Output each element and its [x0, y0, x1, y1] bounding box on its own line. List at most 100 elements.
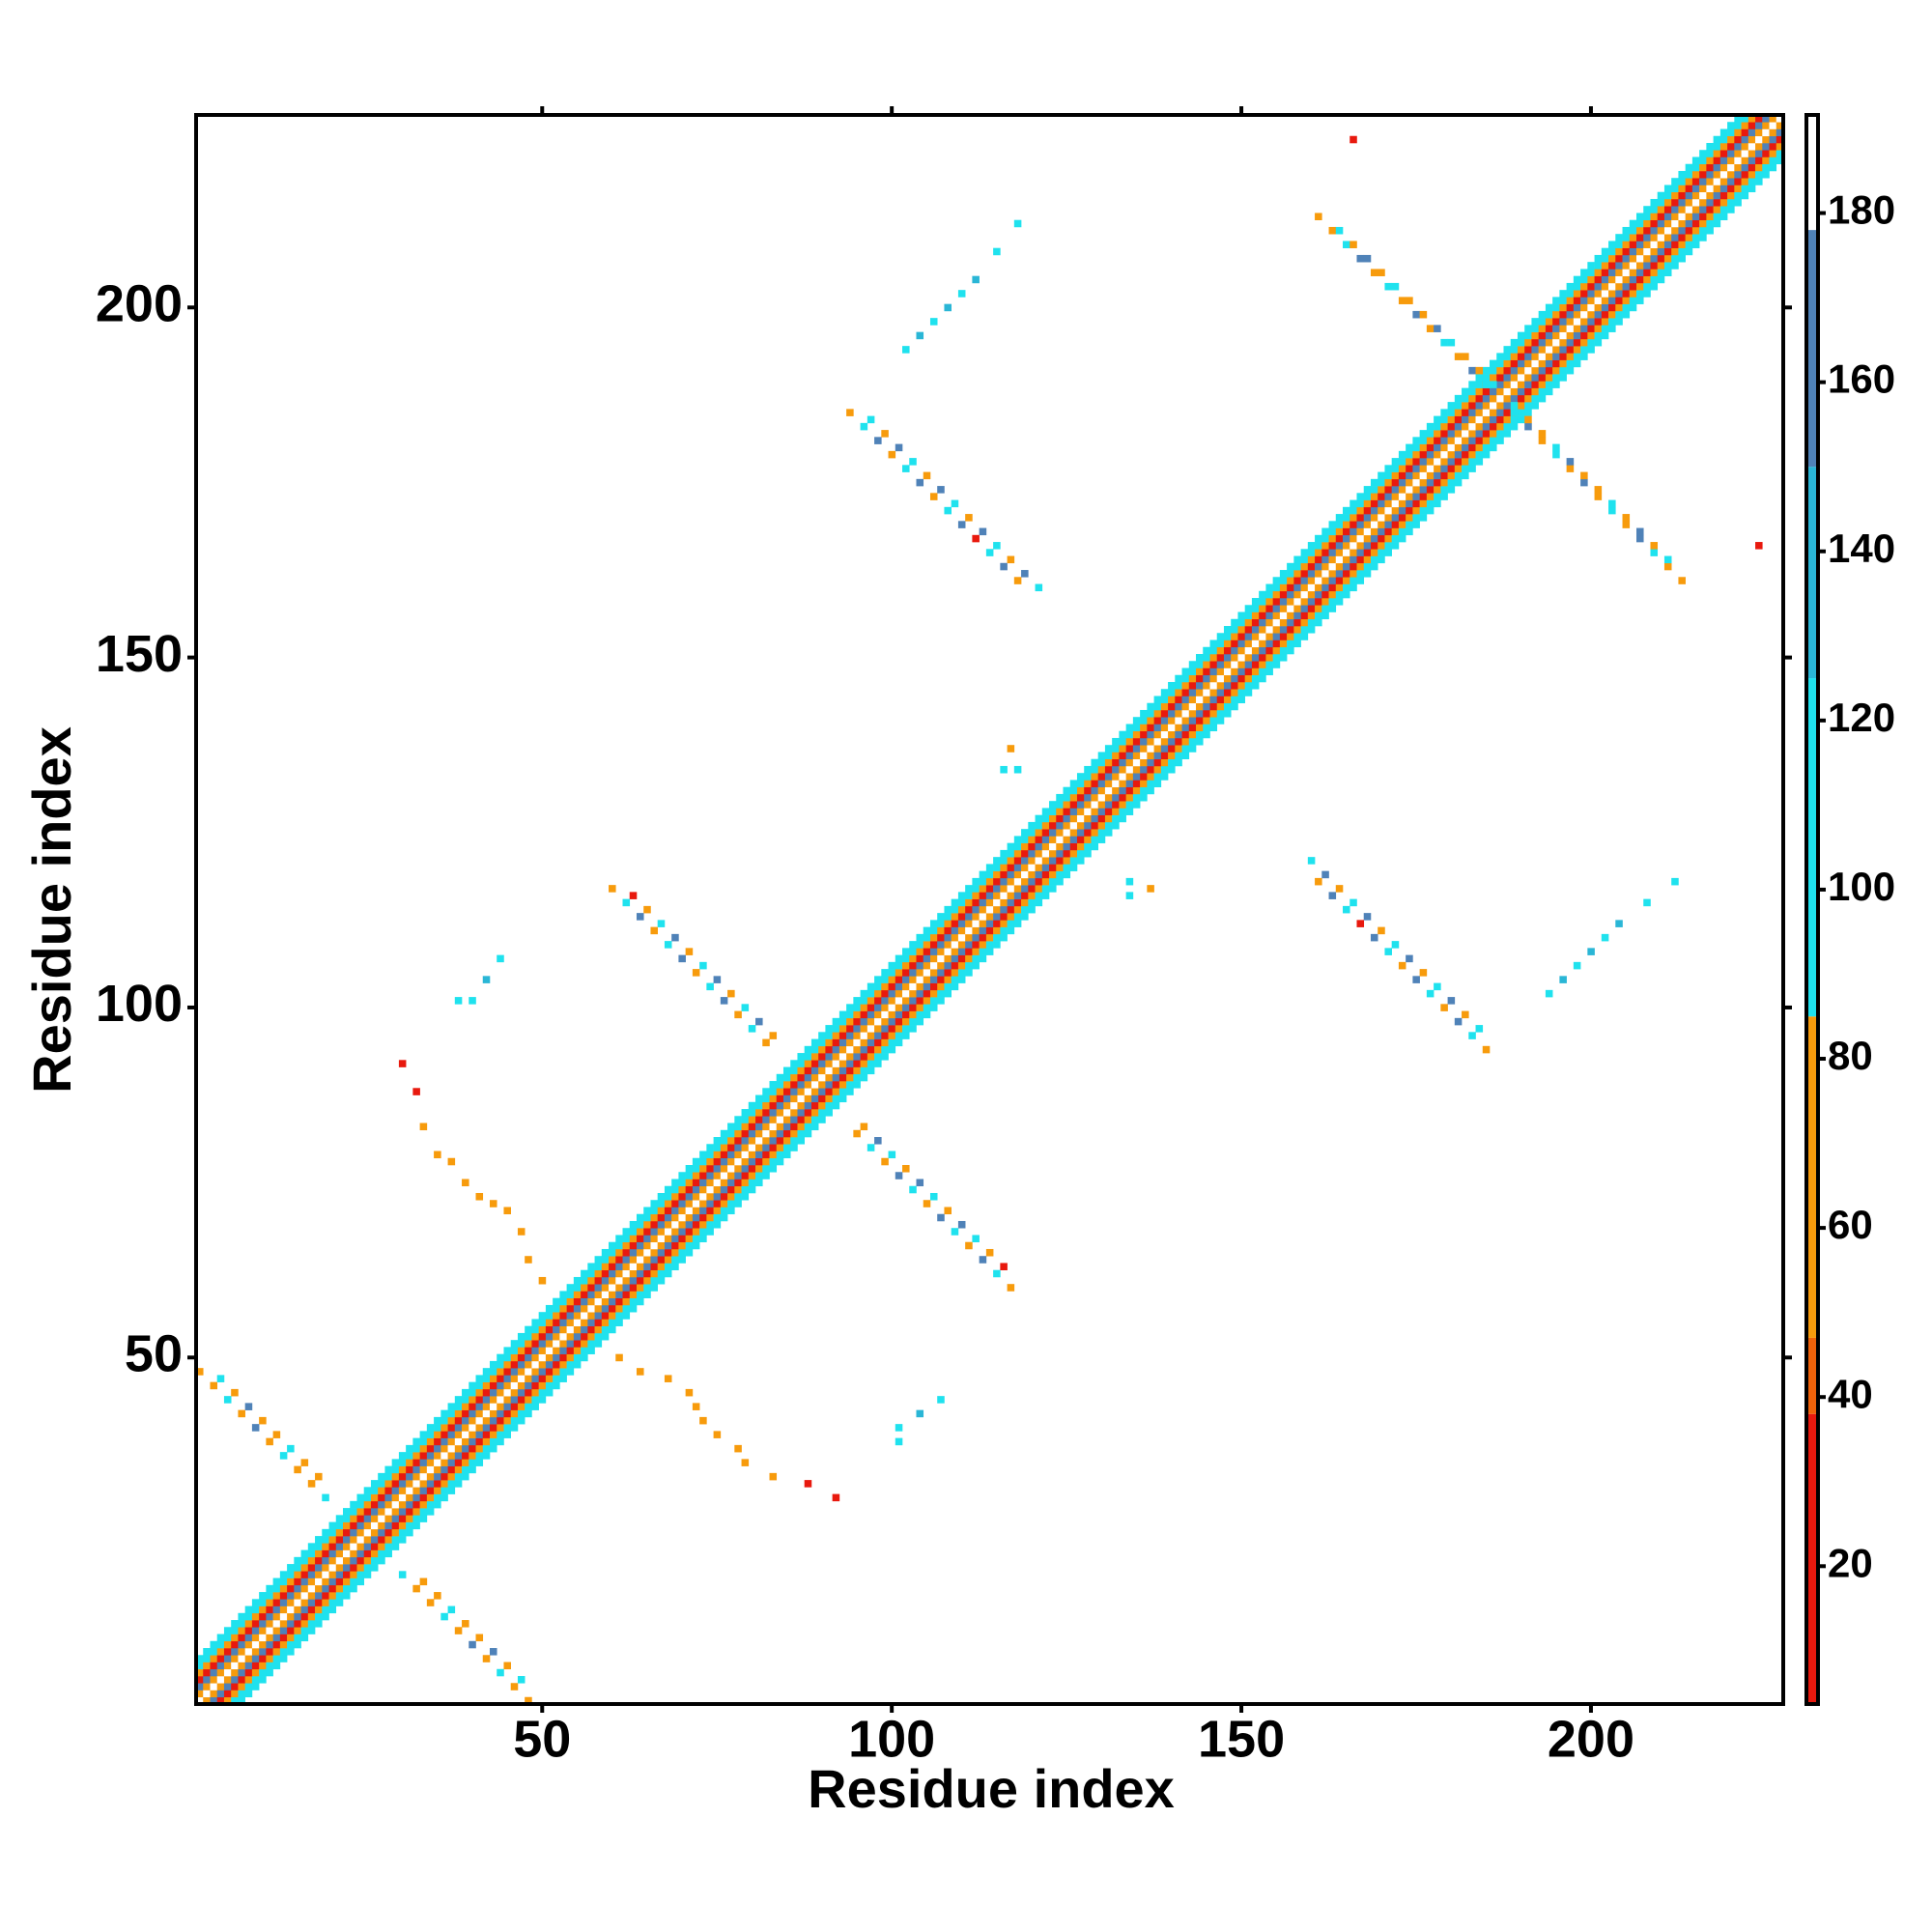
heatmap-cell: [776, 1151, 784, 1159]
heatmap-cell: [350, 1556, 357, 1565]
heatmap-cell: [1552, 346, 1560, 354]
heatmap-cell: [1657, 241, 1665, 248]
heatmap-cell: [1041, 821, 1050, 830]
heatmap-cell: [497, 1388, 504, 1397]
heatmap-cell: [315, 1571, 323, 1578]
heatmap-cell: [1663, 269, 1672, 276]
heatmap-cell: [1608, 310, 1616, 319]
heatmap-cell: [1657, 269, 1665, 276]
heatmap-cell: [972, 534, 980, 543]
heatmap-cell: [1119, 730, 1126, 739]
heatmap-cell: [1538, 394, 1547, 403]
heatmap-cell: [398, 1536, 407, 1544]
heatmap-cell: [1315, 549, 1322, 556]
heatmap-cell: [1776, 128, 1784, 137]
heatmap-cell: [1091, 842, 1098, 851]
heatmap-cell: [1769, 135, 1777, 144]
heatmap-cell: [335, 1571, 344, 1578]
heatmap-cell: [370, 1480, 379, 1488]
heatmap-cell: [818, 1081, 826, 1089]
heatmap-cell: [1363, 493, 1372, 500]
heatmap-cell: [447, 1437, 456, 1446]
heatmap-cell: [692, 1200, 700, 1208]
heatmap-cell: [810, 1038, 819, 1047]
heatmap-cell: [251, 1648, 260, 1656]
heatmap-cell: [1426, 989, 1435, 998]
heatmap-cell: [1251, 626, 1260, 634]
heatmap-cell: [1608, 303, 1616, 312]
heatmap-cell: [454, 1409, 463, 1418]
heatmap-cell: [1028, 857, 1036, 865]
heatmap-cell: [937, 997, 945, 1005]
heatmap-cell: [720, 1185, 728, 1194]
heatmap-cell: [1406, 506, 1413, 515]
heatmap-cell: [609, 1284, 616, 1292]
heatmap-cell: [272, 1592, 281, 1600]
heatmap-cell: [609, 1269, 616, 1278]
heatmap-cell: [895, 1032, 903, 1039]
heatmap-cell: [916, 976, 924, 983]
heatmap-cell: [482, 1444, 491, 1453]
heatmap-cell: [510, 1396, 519, 1404]
heatmap-cell: [944, 926, 952, 935]
heatmap-cell: [1406, 954, 1413, 963]
heatmap-cell: [287, 1584, 295, 1593]
heatmap-cell: [1076, 836, 1085, 843]
heatmap-cell: [909, 1025, 917, 1033]
heatmap-cell: [1503, 409, 1512, 416]
heatmap-cell: [699, 1157, 707, 1166]
heatmap-cell: [782, 1122, 791, 1131]
heatmap-cell: [622, 1256, 631, 1264]
heatmap-cell: [1350, 514, 1357, 522]
heatmap-cell: [1594, 331, 1603, 340]
heatmap-cell: [1300, 611, 1309, 620]
heatmap-cell: [601, 1325, 610, 1334]
heatmap-cell: [419, 1122, 428, 1131]
heatmap-cell: [497, 1668, 504, 1677]
heatmap-cell: [1363, 486, 1372, 494]
heatmap-cell: [965, 892, 973, 899]
heatmap-cell: [1531, 338, 1539, 347]
heatmap-cell: [398, 1452, 407, 1460]
heatmap-cell: [1636, 241, 1644, 248]
heatmap-cell: [1524, 353, 1532, 360]
heatmap-cell: [1203, 730, 1210, 739]
heatmap-cell: [266, 1620, 273, 1628]
heatmap-cell: [979, 941, 987, 949]
heatmap-cell: [1231, 639, 1238, 648]
heatmap-cell: [902, 961, 910, 970]
heatmap-cell: [1063, 864, 1071, 871]
heatmap-cell: [1510, 409, 1519, 416]
heatmap-cell: [804, 1066, 812, 1075]
heatmap-cell: [1426, 493, 1435, 500]
heatmap-cell: [825, 1053, 833, 1061]
heatmap-cell: [1412, 499, 1420, 508]
heatmap-cell: [1069, 836, 1078, 843]
heatmap-cell: [1350, 583, 1357, 592]
heatmap-cell: [1196, 696, 1204, 704]
heatmap-cell: [902, 976, 910, 983]
heatmap-cell: [1063, 821, 1071, 830]
heatmap-cell: [1482, 1045, 1491, 1054]
heatmap-cell: [1468, 1032, 1476, 1039]
heatmap-cell: [412, 1480, 420, 1488]
heatmap-cell: [545, 1332, 554, 1341]
heatmap-cell: [944, 913, 952, 921]
heatmap-cell: [510, 1416, 519, 1425]
heatmap-cell: [1524, 366, 1532, 375]
heatmap-cell: [1608, 506, 1616, 515]
heatmap-cell: [838, 1088, 847, 1095]
heatmap-cell: [1350, 570, 1357, 578]
heatmap-cell: [545, 1325, 554, 1334]
heatmap-cell: [1188, 724, 1197, 732]
heatmap-cell: [419, 1480, 428, 1488]
heatmap-cell: [1538, 366, 1547, 375]
heatmap-cell: [1629, 247, 1637, 256]
heatmap-cell: [1552, 353, 1560, 360]
heatmap-cell: [244, 1634, 253, 1642]
y-axis-title: Residue index: [21, 726, 82, 1094]
heatmap-cell: [469, 1409, 476, 1418]
heatmap-cell: [853, 1066, 861, 1075]
heatmap-cell: [398, 1465, 407, 1474]
heatmap-cell: [251, 1655, 260, 1662]
